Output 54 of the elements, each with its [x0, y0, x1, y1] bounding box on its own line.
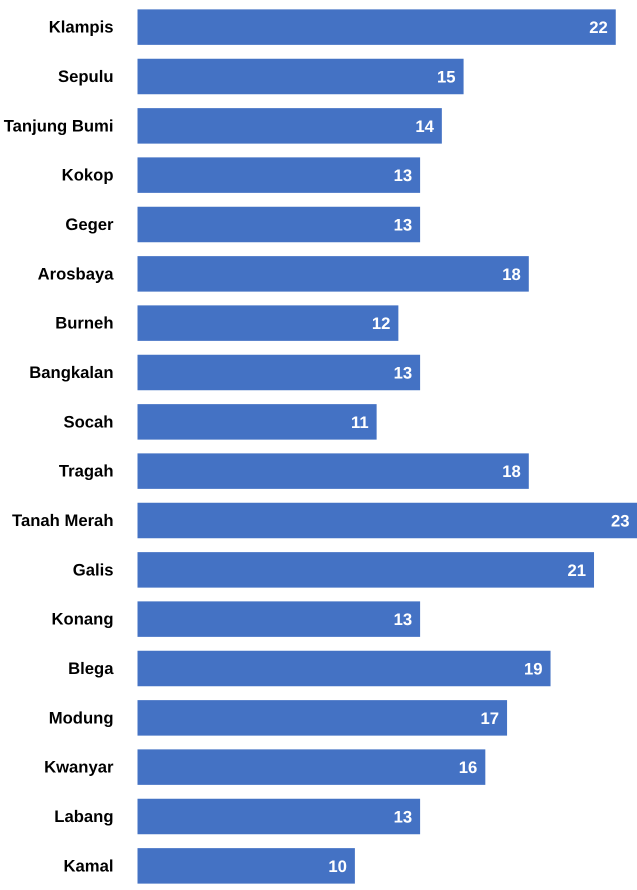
data-label: 15 [437, 68, 456, 86]
bar [138, 700, 508, 736]
y-tick-label: Sepulu [58, 67, 114, 86]
y-tick-label: Konang [52, 610, 114, 629]
data-label: 17 [480, 708, 500, 728]
data-label: 23 [610, 512, 630, 530]
y-tick-label: Blega [68, 659, 114, 678]
y-tick-label: Modung [48, 708, 114, 728]
data-label: 21 [567, 560, 586, 580]
y-tick-label: Arosbaya [38, 264, 114, 284]
y-tick-label: Socah [64, 412, 114, 432]
bar [138, 798, 420, 834]
data-label: 13 [394, 364, 412, 382]
y-tick-label: Tanjung Bumi [4, 116, 114, 136]
data-label: 13 [394, 808, 412, 826]
bar [138, 502, 637, 538]
bar [138, 650, 551, 686]
bar [138, 404, 377, 440]
bar [138, 453, 529, 489]
bar [138, 848, 355, 884]
y-tick-label: Kokop [62, 166, 114, 185]
y-tick-label: Labang [54, 807, 114, 826]
bar [138, 601, 420, 637]
y-tick-label: Tanah Merah [12, 511, 114, 530]
data-label: 19 [524, 660, 543, 678]
data-label: 18 [502, 264, 521, 284]
bar [138, 354, 420, 390]
y-tick-label: Galis [72, 560, 114, 580]
y-tick-label: Kamal [64, 856, 114, 876]
data-label: 11 [351, 412, 369, 432]
bar [138, 157, 420, 193]
y-tick-label: Kwanyar [44, 758, 114, 777]
bar [138, 256, 529, 292]
bar [138, 108, 442, 144]
data-label: 16 [458, 758, 478, 778]
bar [138, 9, 616, 45]
data-label: 13 [394, 166, 412, 186]
data-label: 22 [589, 18, 608, 38]
y-tick-label: Bangkalan [29, 363, 114, 382]
data-label: 14 [415, 116, 435, 136]
y-tick-label: Burneh [55, 314, 114, 333]
bar [138, 206, 420, 242]
data-label: 13 [394, 216, 412, 234]
data-label: 18 [502, 462, 521, 482]
bar [138, 58, 464, 94]
bar [138, 552, 594, 588]
bar [138, 749, 486, 785]
y-tick-label: Klampis [48, 18, 114, 37]
data-label: 10 [328, 856, 347, 876]
y-tick-label: Tragah [58, 462, 114, 481]
y-tick-label: Geger [65, 215, 114, 234]
data-label: 12 [372, 314, 390, 334]
bar [138, 305, 398, 341]
data-label: 13 [394, 610, 412, 630]
